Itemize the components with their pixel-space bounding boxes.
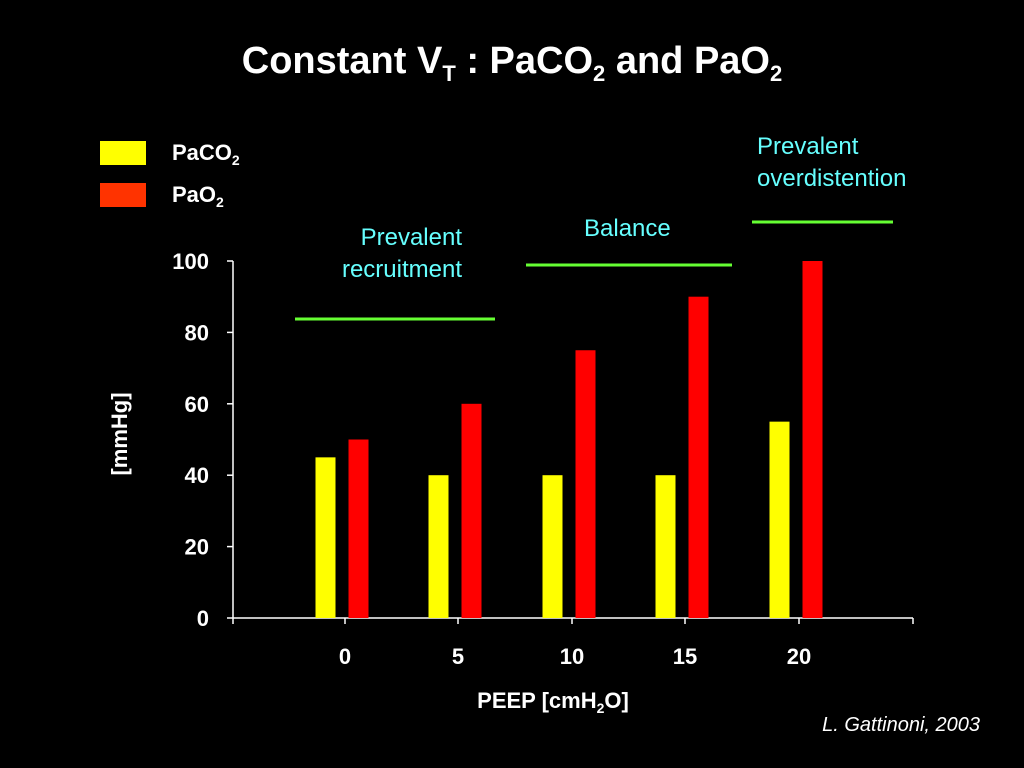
y-tick-label: 60 xyxy=(185,392,209,417)
bar-paco2-15 xyxy=(655,475,676,618)
x-tick-label: 0 xyxy=(339,644,351,669)
legend-item-pao2: PaO2 xyxy=(100,174,240,216)
x-axis-label: PEEP [cmH2O] xyxy=(477,688,629,716)
chart-title: Constant VT : PaCO2 and PaO2 xyxy=(241,40,783,86)
annotation-prevalent-recruitment: Prevalent recruitment xyxy=(341,224,462,283)
legend-item-paco2: PaCO2 xyxy=(100,132,240,174)
bar-paco2-10 xyxy=(542,475,563,618)
legend: PaCO2 PaO2 xyxy=(100,132,240,216)
y-tick-label: 40 xyxy=(185,463,209,488)
bar-pao2-10 xyxy=(575,350,596,618)
bar-pao2-5 xyxy=(461,403,482,618)
x-tick-label: 5 xyxy=(452,644,464,669)
y-tick-label: 20 xyxy=(185,535,209,560)
annotation-prevalent-overdistention: Prevalent overdistention xyxy=(757,133,907,192)
x-tick-label: 10 xyxy=(560,644,584,669)
legend-swatch-pao2 xyxy=(100,183,146,207)
citation-credit: L. Gattinoni, 2003 xyxy=(822,714,980,736)
y-tick-label: 100 xyxy=(172,249,209,274)
bar-paco2-20 xyxy=(769,421,790,618)
y-axis-label: [mmHg] xyxy=(107,392,132,476)
legend-label-pao2: PaO2 xyxy=(172,182,224,210)
y-tick-label: 0 xyxy=(197,606,209,631)
bar-paco2-0 xyxy=(315,457,336,618)
bar-pao2-20 xyxy=(802,261,823,618)
y-tick-label: 80 xyxy=(185,320,209,345)
bar-paco2-5 xyxy=(428,475,449,618)
annotation-balance: Balance xyxy=(584,215,671,242)
x-tick-label: 15 xyxy=(673,644,697,669)
bar-pao2-0 xyxy=(348,439,369,618)
x-tick-label: 20 xyxy=(787,644,811,669)
bar-pao2-15 xyxy=(688,296,709,618)
legend-swatch-paco2 xyxy=(100,141,146,165)
legend-label-paco2: PaCO2 xyxy=(172,140,240,168)
